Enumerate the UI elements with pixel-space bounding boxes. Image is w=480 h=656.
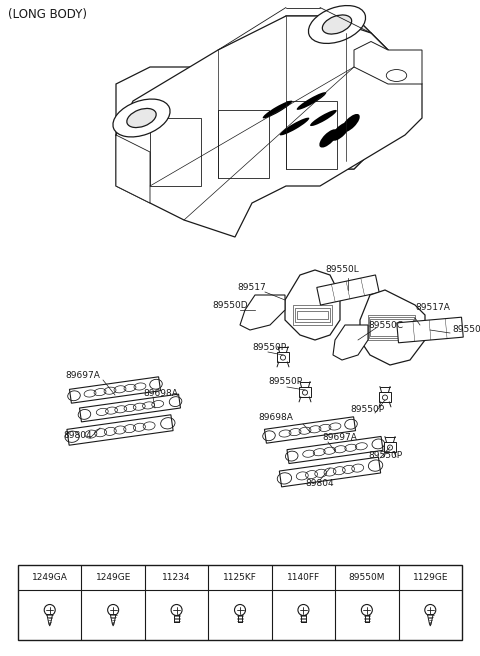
Text: 89550P: 89550P xyxy=(252,344,286,352)
Polygon shape xyxy=(354,16,388,118)
Ellipse shape xyxy=(323,15,352,34)
Polygon shape xyxy=(279,457,381,487)
Polygon shape xyxy=(430,624,431,626)
Text: 89550P: 89550P xyxy=(350,405,384,415)
Polygon shape xyxy=(116,67,388,169)
Polygon shape xyxy=(317,275,379,305)
Polygon shape xyxy=(218,110,269,178)
Polygon shape xyxy=(360,290,425,365)
Polygon shape xyxy=(47,615,52,624)
Polygon shape xyxy=(110,615,116,624)
Polygon shape xyxy=(80,394,180,422)
Text: 89550P: 89550P xyxy=(368,451,402,459)
Polygon shape xyxy=(384,442,396,452)
Text: 1125KF: 1125KF xyxy=(223,573,257,582)
Polygon shape xyxy=(287,436,383,464)
Ellipse shape xyxy=(341,114,360,133)
Text: 89550P: 89550P xyxy=(268,377,302,386)
Ellipse shape xyxy=(297,92,326,110)
Ellipse shape xyxy=(331,123,349,141)
Ellipse shape xyxy=(280,117,309,135)
Polygon shape xyxy=(116,16,388,169)
Polygon shape xyxy=(116,135,150,203)
Ellipse shape xyxy=(263,100,292,118)
Text: 89804: 89804 xyxy=(63,430,92,440)
Ellipse shape xyxy=(309,5,366,43)
Text: 89697A: 89697A xyxy=(65,371,100,380)
Text: 1249GA: 1249GA xyxy=(32,573,68,582)
Text: 89550C: 89550C xyxy=(368,321,403,329)
Text: 89550L: 89550L xyxy=(325,266,359,274)
Polygon shape xyxy=(116,16,422,237)
Text: 89517A: 89517A xyxy=(415,304,450,312)
Ellipse shape xyxy=(310,110,337,126)
Text: 1129GE: 1129GE xyxy=(412,573,448,582)
Text: 89697A: 89697A xyxy=(322,434,357,443)
Text: 11234: 11234 xyxy=(162,573,191,582)
Text: (LONG BODY): (LONG BODY) xyxy=(8,8,87,21)
Polygon shape xyxy=(299,388,311,397)
Text: 1249GE: 1249GE xyxy=(96,573,131,582)
Polygon shape xyxy=(428,615,433,624)
Polygon shape xyxy=(112,624,114,626)
Polygon shape xyxy=(354,41,422,84)
Ellipse shape xyxy=(127,108,156,127)
Text: 89550D: 89550D xyxy=(212,300,248,310)
Polygon shape xyxy=(264,417,356,443)
Text: 89517: 89517 xyxy=(237,283,266,293)
Polygon shape xyxy=(49,624,50,626)
Polygon shape xyxy=(277,352,289,362)
Polygon shape xyxy=(301,615,306,622)
Text: 89550M: 89550M xyxy=(348,573,385,582)
Text: 89550K: 89550K xyxy=(452,325,480,335)
Text: 1140FF: 1140FF xyxy=(287,573,320,582)
Text: 89698A: 89698A xyxy=(143,388,178,398)
Polygon shape xyxy=(365,615,369,622)
Ellipse shape xyxy=(113,99,170,137)
Ellipse shape xyxy=(319,129,337,148)
Polygon shape xyxy=(379,392,391,401)
Text: 89698A: 89698A xyxy=(258,413,293,422)
Polygon shape xyxy=(238,615,242,622)
Polygon shape xyxy=(285,270,340,340)
Ellipse shape xyxy=(386,70,407,81)
Polygon shape xyxy=(150,118,201,186)
Polygon shape xyxy=(70,377,160,403)
Text: 89804: 89804 xyxy=(305,478,334,487)
Polygon shape xyxy=(286,101,337,169)
Polygon shape xyxy=(240,295,285,330)
Polygon shape xyxy=(174,615,179,622)
Polygon shape xyxy=(397,318,463,343)
Polygon shape xyxy=(67,415,173,445)
Polygon shape xyxy=(333,325,368,360)
